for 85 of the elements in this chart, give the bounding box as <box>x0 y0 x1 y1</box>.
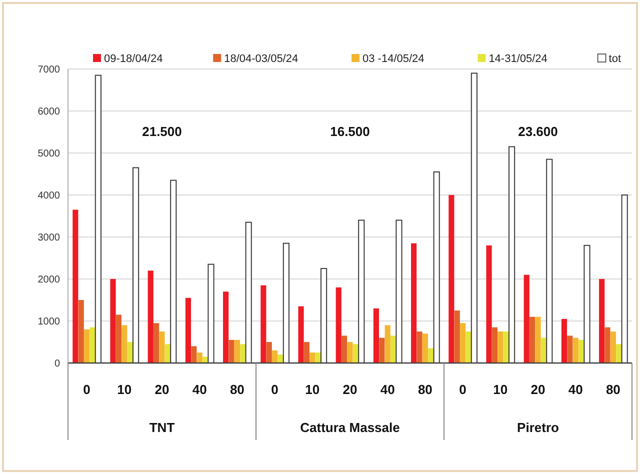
bar <box>90 327 96 363</box>
bar <box>411 243 417 363</box>
bar <box>298 306 304 363</box>
bar <box>492 327 498 363</box>
bar <box>304 342 310 363</box>
bar <box>428 348 434 363</box>
bar <box>347 342 353 363</box>
bar <box>159 332 165 363</box>
bar <box>599 279 605 363</box>
x-tick-label: 80 <box>606 382 620 397</box>
x-tick-label: 80 <box>230 382 244 397</box>
y-tick-label: 4000 <box>38 190 60 202</box>
bar <box>524 274 530 363</box>
x-tick-label: 40 <box>568 382 583 397</box>
bar <box>416 332 422 363</box>
bar <box>72 210 78 363</box>
x-tick-label: 80 <box>418 382 432 397</box>
y-tick-label: 2000 <box>38 274 60 286</box>
bar <box>336 287 342 363</box>
bar <box>154 323 160 363</box>
bar <box>185 298 192 363</box>
bar <box>342 336 348 363</box>
bar <box>260 285 266 363</box>
y-tick-label: 6000 <box>38 106 60 118</box>
x-tick-label: 0 <box>83 382 90 397</box>
bar <box>272 350 278 363</box>
bar <box>384 325 390 363</box>
annotation: 21.500 <box>142 124 182 139</box>
bar <box>616 344 622 363</box>
bar <box>530 316 536 363</box>
bar <box>373 308 380 363</box>
bar <box>379 338 385 363</box>
x-tick-label: 20 <box>530 382 546 397</box>
y-tick-label: 3000 <box>38 232 60 244</box>
y-tick-label: 7000 <box>38 64 60 76</box>
x-tick-label: 0 <box>459 382 466 397</box>
y-tick-label: 5000 <box>38 148 60 160</box>
bar <box>110 279 116 363</box>
bar <box>116 314 122 363</box>
bar <box>223 292 229 363</box>
bar <box>234 340 240 363</box>
bar <box>240 344 246 363</box>
bar <box>610 332 616 363</box>
bar <box>448 195 454 363</box>
x-tick-label: 10 <box>305 382 320 397</box>
x-tick-label: 10 <box>117 382 132 397</box>
x-tick-label: 40 <box>380 382 395 397</box>
legend-label: 09-18/04/24 <box>104 53 163 65</box>
y-tick-label: 0 <box>54 358 60 370</box>
annotation: 16.500 <box>330 124 370 139</box>
bar <box>422 334 428 363</box>
bar <box>148 270 154 363</box>
text: Cattura Massale <box>300 420 400 435</box>
bar <box>228 340 234 363</box>
legend-label: 14-31/05/24 <box>488 53 548 65</box>
x-tick-label: 10 <box>493 382 508 397</box>
bar <box>454 310 460 363</box>
legend-label: 03 -14/05/24 <box>362 53 424 65</box>
bar <box>460 323 466 363</box>
bar <box>567 336 573 363</box>
bar <box>78 300 84 363</box>
legend-label: 18/04-03/05/24 <box>224 53 298 65</box>
x-tick-label: 0 <box>271 382 278 397</box>
bar <box>604 327 610 363</box>
text: Piretro <box>517 420 560 435</box>
bar <box>122 325 128 363</box>
bar <box>572 338 578 363</box>
bar <box>310 352 316 363</box>
bar <box>466 332 472 363</box>
legend-label: tot <box>608 53 622 65</box>
bar <box>84 329 90 363</box>
x-tick-label: 20 <box>342 382 358 397</box>
x-tick-label: 40 <box>192 382 207 397</box>
bar <box>561 318 568 363</box>
bar <box>278 354 284 363</box>
annotation: 23.600 <box>518 124 558 139</box>
bar <box>498 332 504 363</box>
text: TNT <box>149 420 175 435</box>
bar <box>196 352 202 363</box>
y-tick-label: 1000 <box>38 316 60 328</box>
bar <box>486 245 492 363</box>
bar <box>191 346 197 363</box>
bar <box>535 316 541 363</box>
x-tick-label: 20 <box>154 382 170 397</box>
bar <box>266 342 272 363</box>
